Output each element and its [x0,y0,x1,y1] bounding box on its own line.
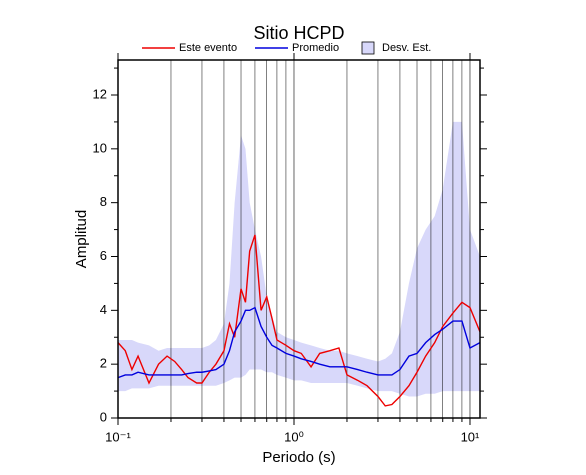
legend-item: Este evento [142,42,237,54]
y-tick-label: 8 [100,194,107,209]
legend-item: Desv. Est. [361,41,431,55]
y-tick-label: 10 [93,140,107,155]
std-band [118,121,480,397]
legend-label: Este evento [179,42,237,54]
x-tick-label: 10⁻¹ [105,429,131,444]
x-tick-label: 10⁰ [284,429,304,444]
legend-label: Desv. Est. [382,42,431,54]
series-line [117,234,481,407]
y-tick-label: 6 [100,248,107,263]
x-tick-label: 10¹ [461,429,480,444]
legend-label: Promedio [292,42,339,54]
plot-frame [117,59,481,419]
y-axis-label: Amplitud [73,210,90,268]
y-tick-label: 4 [100,302,107,317]
legend-swatch [361,41,375,55]
legend-item: Promedio [255,42,339,54]
y-tick-label: 0 [100,409,107,424]
y-tick-label: 2 [100,356,107,371]
y-tick-label: 12 [93,86,107,101]
series-line [117,306,481,379]
chart-title: Sitio HCPD [253,23,344,43]
x-axis-label: Periodo (s) [262,449,335,466]
